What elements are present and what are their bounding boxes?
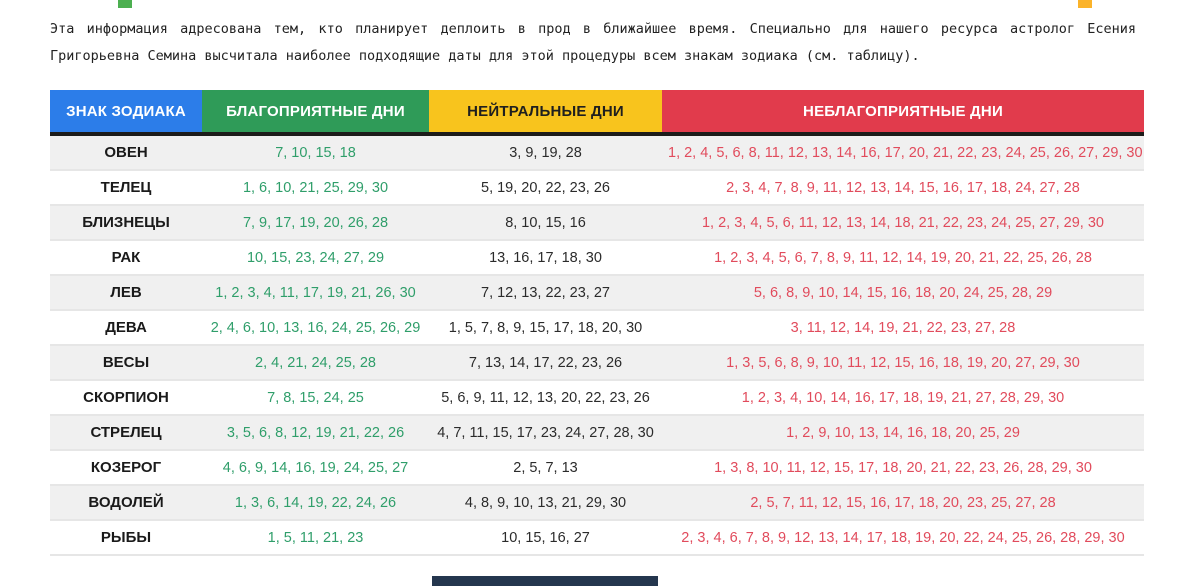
favorable-days-cell: 7, 8, 15, 24, 25 [267, 389, 364, 406]
unfavorable-days-cell: 1, 3, 5, 6, 8, 9, 10, 11, 12, 15, 16, 18… [726, 354, 1080, 371]
unfavorable-days-cell: 2, 3, 4, 7, 8, 9, 11, 12, 13, 14, 15, 16… [726, 179, 1080, 196]
zodiac-sign-cell: СКОРПИОН [83, 389, 169, 406]
table-row: ТЕЛЕЦ 1, 6, 10, 21, 25, 29, 30 5, 19, 20, … [50, 170, 1144, 205]
favorable-days-cell: 10, 15, 23, 24, 27, 29 [246, 249, 385, 266]
table-row: ОВЕН 7, 10, 15, 18 3, 9, 19, 28 1, 2, 4, 5,… [50, 134, 1144, 170]
unfavorable-days-cell: 3, 11, 12, 14, 19, 21, 22, 23, 27, 28 [790, 319, 1016, 336]
table-row: РАК 10, 15, 23, 24, 27, 29 13, 16, 17, 18,… [50, 240, 1144, 275]
zodiac-days-table: ЗНАК ЗОДИАКА БЛАГОПРИЯТНЫЕ ДНИ НЕЙТРАЛЬН… [50, 90, 1144, 556]
favorable-days-cell: 3, 5, 6, 8, 12, 19, 21, 22, 26 [226, 424, 405, 441]
table-body: ОВЕН 7, 10, 15, 18 3, 9, 19, 28 1, 2, 4, 5,… [50, 134, 1144, 555]
neutral-days-cell: 3, 9, 19, 28 [509, 144, 582, 161]
table-row: КОЗЕРОГ 4, 6, 9, 14, 16, 19, 24, 25, 27 2,… [50, 450, 1144, 485]
table-row: ЛЕВ 1, 2, 3, 4, 11, 17, 19, 21, 26, 30 7, … [50, 275, 1144, 310]
unfavorable-days-cell: 1, 2, 3, 4, 5, 6, 7, 8, 9, 11, 12, 14, 1… [714, 249, 1092, 266]
table-row: БЛИЗНЕЦЫ 7, 9, 17, 19, 20, 26, 28 8, 10, 1… [50, 205, 1144, 240]
zodiac-sign-cell: ЛЕВ [110, 284, 142, 301]
neutral-days-cell: 4, 7, 11, 15, 17, 23, 24, 27, 28, 30 [437, 424, 654, 441]
cropped-yellow-image-fragment [1078, 0, 1092, 8]
column-header-favorable-days: БЛАГОПРИЯТНЫЕ ДНИ [202, 90, 429, 134]
favorable-days-cell: 1, 6, 10, 21, 25, 29, 30 [242, 179, 389, 196]
favorable-days-cell: 7, 10, 15, 18 [275, 144, 356, 161]
zodiac-sign-cell: ВЕСЫ [102, 354, 150, 371]
column-header-neutral-days: НЕЙТРАЛЬНЫЕ ДНИ [429, 90, 662, 134]
favorable-days-cell: 1, 3, 6, 14, 19, 22, 24, 26 [234, 494, 397, 511]
table-row: ДЕВА 2, 4, 6, 10, 13, 16, 24, 25, 26, 29 1… [50, 310, 1144, 345]
table-row: ВОДОЛЕЙ 1, 3, 6, 14, 19, 22, 24, 26 4, 8, … [50, 485, 1144, 520]
favorable-days-cell: 4, 6, 9, 14, 16, 19, 24, 25, 27 [222, 459, 409, 476]
table-row: СКОРПИОН 7, 8, 15, 24, 25 5, 6, 9, 11, 12,… [50, 380, 1144, 415]
unfavorable-days-cell: 1, 2, 9, 10, 13, 14, 16, 18, 20, 25, 29 [786, 424, 1020, 441]
table-header-row: ЗНАК ЗОДИАКА БЛАГОПРИЯТНЫЕ ДНИ НЕЙТРАЛЬН… [50, 90, 1144, 134]
cropped-green-image-fragment [118, 0, 132, 8]
neutral-days-cell: 10, 15, 16, 27 [501, 529, 590, 546]
unfavorable-days-cell: 1, 2, 4, 5, 6, 8, 11, 12, 13, 14, 16, 17… [668, 144, 1143, 161]
column-header-zodiac-sign: ЗНАК ЗОДИАКА [50, 90, 202, 134]
unfavorable-days-cell: 1, 2, 3, 4, 10, 14, 16, 17, 18, 19, 21, … [741, 389, 1065, 406]
intro-paragraph: Эта информация адресована тем, кто плани… [50, 21, 1136, 64]
neutral-days-cell: 5, 19, 20, 22, 23, 26 [481, 179, 610, 196]
zodiac-sign-cell: РЫБЫ [100, 529, 152, 546]
zodiac-sign-cell: КОЗЕРОГ [90, 459, 162, 476]
favorable-days-cell: 7, 9, 17, 19, 20, 26, 28 [242, 214, 389, 231]
zodiac-sign-cell: СТРЕЛЕЦ [90, 424, 162, 441]
zodiac-sign-cell: ВОДОЛЕЙ [88, 494, 164, 511]
neutral-days-cell: 1, 5, 7, 8, 9, 15, 17, 18, 20, 30 [448, 319, 643, 336]
neutral-days-cell: 7, 13, 14, 17, 22, 23, 26 [468, 354, 623, 371]
neutral-days-cell: 5, 6, 9, 11, 12, 13, 20, 22, 23, 26 [441, 389, 650, 406]
favorable-days-cell: 1, 2, 3, 4, 11, 17, 19, 21, 26, 30 [215, 284, 416, 301]
unfavorable-days-cell: 2, 3, 4, 6, 7, 8, 9, 12, 13, 14, 17, 18,… [681, 529, 1125, 546]
unfavorable-days-cell: 1, 3, 8, 10, 11, 12, 15, 17, 18, 20, 21,… [714, 459, 1092, 476]
neutral-days-cell: 2, 5, 7, 13 [513, 459, 578, 476]
neutral-days-cell: 4, 8, 9, 10, 13, 21, 29, 30 [464, 494, 627, 511]
unfavorable-days-cell: 5, 6, 8, 9, 10, 14, 15, 16, 18, 20, 24, … [753, 284, 1053, 301]
neutral-days-cell: 8, 10, 15, 16 [505, 214, 586, 231]
table-row: СТРЕЛЕЦ 3, 5, 6, 8, 12, 19, 21, 22, 26 4, … [50, 415, 1144, 450]
column-header-unfavorable-days: НЕБЛАГОПРИЯТНЫЕ ДНИ [662, 90, 1144, 134]
cropped-bottom-element [432, 576, 658, 586]
neutral-days-cell: 7, 12, 13, 22, 23, 27 [481, 284, 610, 301]
unfavorable-days-cell: 1, 2, 3, 4, 5, 6, 11, 12, 13, 14, 18, 21… [701, 214, 1104, 231]
zodiac-sign-cell: ОВЕН [104, 144, 148, 161]
favorable-days-cell: 2, 4, 6, 10, 13, 16, 24, 25, 26, 29 [210, 319, 421, 336]
favorable-days-cell: 1, 5, 11, 21, 23 [267, 529, 364, 546]
neutral-days-cell: 13, 16, 17, 18, 30 [489, 249, 602, 266]
table-row: РЫБЫ 1, 5, 11, 21, 23 10, 15, 16, 27 2, 3, … [50, 520, 1144, 555]
zodiac-sign-cell: БЛИЗНЕЦЫ [82, 214, 170, 231]
zodiac-sign-cell: ДЕВА [105, 319, 147, 336]
favorable-days-cell: 2, 4, 21, 24, 25, 28 [255, 354, 376, 371]
zodiac-sign-cell: РАК [111, 249, 141, 266]
zodiac-sign-cell: ТЕЛЕЦ [100, 179, 152, 196]
unfavorable-days-cell: 2, 5, 7, 11, 12, 15, 16, 17, 18, 20, 23,… [750, 494, 1056, 511]
table-row: ВЕСЫ 2, 4, 21, 24, 25, 28 7, 13, 14, 17, 2… [50, 345, 1144, 380]
